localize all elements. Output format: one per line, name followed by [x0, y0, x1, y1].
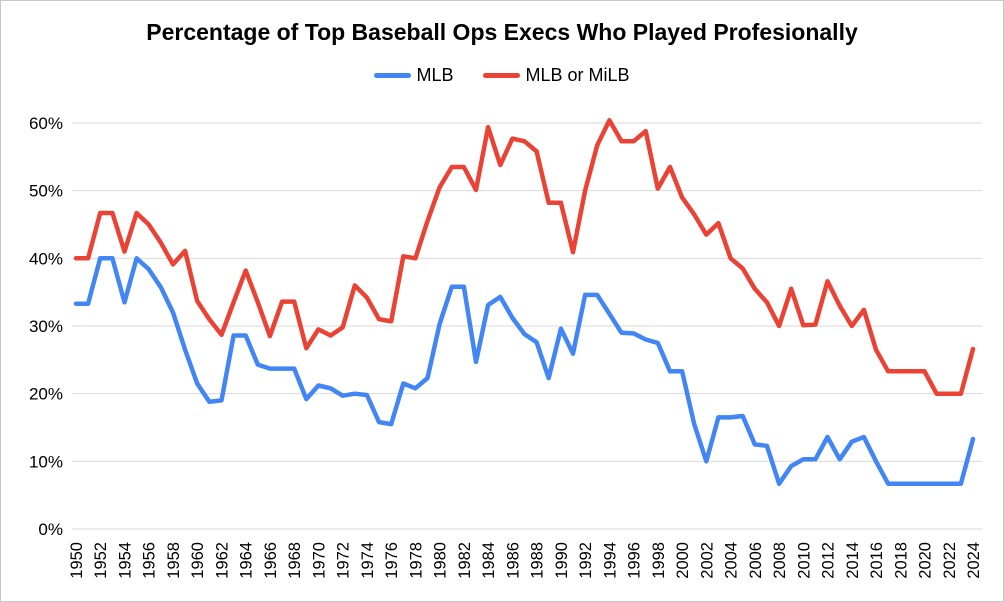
milb-line-swatch: [483, 72, 521, 78]
x-axis-label: 2012: [820, 542, 838, 579]
x-axis-label: 1972: [335, 542, 353, 579]
x-axis-label: 2000: [674, 542, 692, 579]
x-axis-label: 1970: [310, 542, 328, 579]
x-axis-label: 2018: [892, 542, 910, 579]
y-axis-label: 60%: [29, 114, 63, 133]
chart-title: Percentage of Top Baseball Ops Execs Who…: [146, 19, 858, 45]
x-axis-label: 1960: [189, 542, 207, 579]
x-axis-label: 1992: [577, 542, 595, 579]
x-axis-label: 1990: [553, 542, 571, 579]
x-axis-label: 1964: [238, 542, 256, 579]
x-axis-label: 1952: [92, 542, 110, 579]
x-axis-label: 2014: [844, 542, 862, 579]
x-axis-label: 2010: [795, 542, 813, 579]
x-axis-label: 2020: [917, 542, 935, 579]
y-axis-label: 10%: [29, 452, 63, 471]
x-axis-label: 2024: [965, 542, 983, 579]
milb-line: [73, 118, 976, 396]
y-axis-label: 20%: [29, 385, 63, 404]
legend-item-mlb: MLB: [374, 65, 453, 86]
x-axis-label: 2008: [771, 542, 789, 579]
x-axis-label: 1986: [504, 542, 522, 579]
mlb-legend-label: MLB: [416, 64, 454, 85]
x-axis-label: 2006: [747, 542, 765, 579]
x-axis-label: 2004: [723, 542, 741, 579]
x-axis-label: 2016: [868, 542, 886, 579]
legend-item-milb: MLB or MiLB: [483, 64, 630, 86]
y-axis-label: 50%: [29, 182, 63, 201]
x-axis-label: 1998: [650, 542, 668, 579]
x-axis-label: 2022: [941, 542, 959, 579]
x-axis-label: 1974: [359, 542, 377, 579]
x-axis-label: 1996: [626, 542, 644, 579]
x-axis-label: 1958: [165, 542, 183, 579]
mlb-line-swatch: [374, 72, 412, 78]
x-axis-label: 1954: [116, 542, 134, 579]
legend: MLB MLB or MiLB: [1, 63, 1003, 87]
mlb-line: [73, 256, 976, 486]
x-axis-label: 1988: [529, 542, 547, 579]
x-axis-label: 1966: [262, 542, 280, 579]
x-axis-label: 1968: [286, 542, 304, 579]
y-axis-label: 40%: [29, 249, 63, 268]
y-axis-label: 0%: [38, 520, 63, 539]
x-axis-label: 1984: [480, 542, 498, 579]
x-axis-label: 1982: [456, 542, 474, 579]
x-axis-label: 1962: [213, 542, 231, 579]
x-axis-label: 1956: [141, 542, 159, 579]
y-axis-label: 30%: [29, 317, 63, 336]
x-axis-label: 1978: [407, 542, 425, 579]
milb-legend-label: MLB or MiLB: [525, 64, 630, 85]
x-axis-label: 1976: [383, 542, 401, 579]
x-axis-label: 1950: [68, 542, 86, 579]
x-axis-label: 1980: [432, 542, 450, 579]
x-axis-label: 2002: [698, 542, 716, 579]
x-axis-label: 1994: [601, 542, 619, 579]
